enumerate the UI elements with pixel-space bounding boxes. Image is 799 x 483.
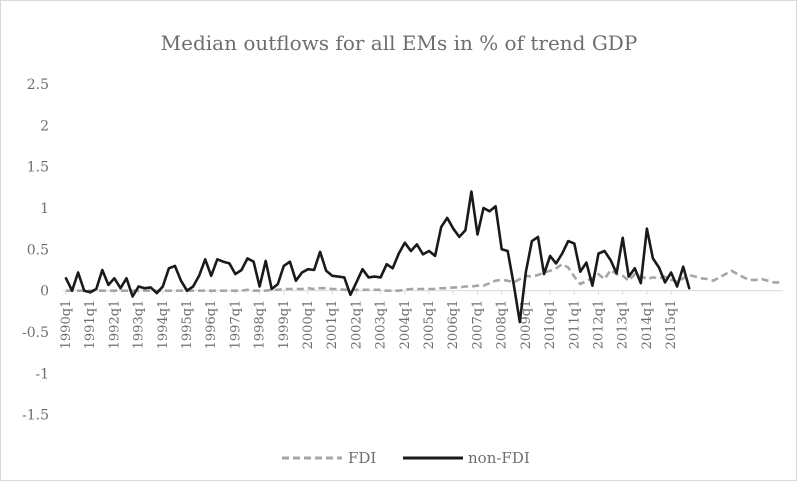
x-tick-label: 1990q1 (59, 300, 74, 350)
series-lines (64, 190, 780, 324)
y-tick-label: 1.5 (27, 160, 49, 176)
y-tick-label: 2 (40, 118, 49, 134)
y-tick-label: -0.5 (22, 325, 49, 341)
x-tick-label: 1998q1 (253, 300, 268, 350)
y-tick-label: 1 (40, 201, 49, 217)
x-tick-label: 2001q1 (325, 300, 340, 350)
y-tick-label: -1.5 (22, 408, 49, 424)
x-tick-label: 2010q1 (543, 300, 558, 350)
x-tick-label: 2015q1 (664, 300, 679, 350)
x-axis-tick-labels: 1990q1 1991q1 1992q1 1993q1 1994q1 1995q1 1996… (59, 290, 679, 350)
x-tick-label: 2002q1 (349, 300, 364, 350)
x-tick-label: 2011q1 (567, 300, 582, 350)
x-tick-label: 1994q1 (156, 300, 171, 350)
legend-label-fdi: FDI (348, 449, 376, 467)
chart-title: Median outflows for all EMs in % of tren… (161, 31, 638, 55)
series-line-fdi (66, 262, 780, 293)
x-tick-label: 2013q1 (616, 300, 631, 350)
y-tick-label: 0.5 (27, 242, 49, 258)
x-tick-label: 1996q1 (204, 300, 219, 350)
y-tick-label: 2.5 (27, 77, 49, 93)
x-tick-label: 1999q1 (277, 300, 292, 350)
x-tick-label: 2009q1 (519, 300, 534, 350)
legend: FDI non-FDI (282, 449, 530, 467)
y-tick-label: 0 (40, 284, 49, 300)
x-tick-label: 1991q1 (83, 300, 98, 350)
x-tick-label: 2005q1 (422, 300, 437, 350)
x-tick-label: 2014q1 (640, 300, 655, 350)
x-tick-label: 2008q1 (495, 300, 510, 350)
x-tick-label: 2004q1 (398, 300, 413, 350)
x-tick-label: 1992q1 (107, 300, 122, 350)
x-tick-label: 1995q1 (180, 300, 195, 350)
legend-label-non-fdi: non-FDI (468, 449, 530, 467)
x-tick-label: 2007q1 (470, 300, 485, 350)
series-line-non-fdi (64, 190, 691, 324)
x-tick-label: 2006q1 (446, 300, 461, 350)
x-tick-label: 1997q1 (228, 300, 243, 350)
y-axis-tick-labels: 2.5 2 1.5 1 0.5 0 -0.5 -1 -1.5 (22, 77, 49, 424)
x-tick-label: 2000q1 (301, 300, 316, 350)
y-tick-label: -1 (35, 366, 49, 382)
x-tick-label: 1993q1 (132, 300, 147, 350)
x-tick-label: 2003q1 (374, 300, 389, 350)
x-tick-label: 2012q1 (591, 300, 606, 350)
